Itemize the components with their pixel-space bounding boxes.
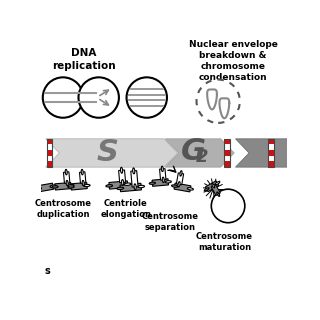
Ellipse shape xyxy=(82,180,84,186)
Text: Centrosome
maturation: Centrosome maturation xyxy=(196,232,253,252)
Polygon shape xyxy=(71,182,87,190)
Polygon shape xyxy=(46,139,178,167)
Ellipse shape xyxy=(204,188,209,191)
Ellipse shape xyxy=(215,181,220,185)
Ellipse shape xyxy=(121,167,123,173)
Ellipse shape xyxy=(36,188,42,190)
Ellipse shape xyxy=(180,171,182,176)
Text: DNA
replication: DNA replication xyxy=(52,48,116,71)
Polygon shape xyxy=(55,182,71,190)
Polygon shape xyxy=(109,181,128,189)
Ellipse shape xyxy=(124,183,131,185)
Text: S: S xyxy=(96,139,118,167)
Bar xyxy=(47,144,52,150)
Text: Nuclear envelope
breakdown &
chromosome
condensation: Nuclear envelope breakdown & chromosome … xyxy=(188,40,277,82)
Polygon shape xyxy=(152,179,169,186)
Polygon shape xyxy=(120,183,141,192)
Ellipse shape xyxy=(65,169,67,175)
Polygon shape xyxy=(131,171,138,187)
Ellipse shape xyxy=(66,180,68,186)
Bar xyxy=(47,139,52,167)
Ellipse shape xyxy=(172,185,178,187)
Bar xyxy=(47,156,52,162)
Circle shape xyxy=(78,77,119,118)
Polygon shape xyxy=(63,172,70,183)
Text: 2: 2 xyxy=(196,148,208,166)
Ellipse shape xyxy=(81,169,83,175)
Polygon shape xyxy=(236,139,292,167)
Bar xyxy=(268,144,274,150)
Ellipse shape xyxy=(187,188,193,190)
Bar xyxy=(224,162,229,167)
Circle shape xyxy=(211,189,245,223)
Bar xyxy=(268,139,274,167)
Bar xyxy=(268,139,274,144)
Ellipse shape xyxy=(134,184,136,190)
Text: Centrosome
duplication: Centrosome duplication xyxy=(35,198,92,219)
Text: G: G xyxy=(181,137,206,166)
Ellipse shape xyxy=(165,181,171,183)
Text: Centriole
elongation: Centriole elongation xyxy=(100,198,151,219)
Bar xyxy=(47,150,52,156)
Circle shape xyxy=(43,77,83,118)
Ellipse shape xyxy=(117,187,124,189)
Ellipse shape xyxy=(217,192,220,196)
Bar xyxy=(224,144,229,150)
Polygon shape xyxy=(176,173,184,185)
Ellipse shape xyxy=(50,185,56,188)
Bar xyxy=(47,139,52,144)
Ellipse shape xyxy=(68,184,74,187)
Ellipse shape xyxy=(212,183,215,188)
Text: Centrosome
separation: Centrosome separation xyxy=(142,212,199,232)
Polygon shape xyxy=(205,181,219,192)
Polygon shape xyxy=(165,139,234,167)
Ellipse shape xyxy=(162,177,164,183)
Ellipse shape xyxy=(106,185,113,187)
Ellipse shape xyxy=(149,182,156,184)
Text: s: s xyxy=(44,266,50,276)
Polygon shape xyxy=(38,183,53,192)
Bar xyxy=(224,156,229,162)
Ellipse shape xyxy=(84,184,90,187)
Ellipse shape xyxy=(133,168,135,174)
Bar xyxy=(268,150,274,156)
Ellipse shape xyxy=(178,182,180,187)
Bar xyxy=(224,139,229,144)
Ellipse shape xyxy=(138,185,145,188)
Bar xyxy=(224,150,229,156)
Bar xyxy=(47,162,52,167)
Bar xyxy=(224,139,229,167)
Bar xyxy=(268,156,274,162)
Polygon shape xyxy=(160,169,166,180)
Ellipse shape xyxy=(122,180,124,186)
Bar xyxy=(268,162,274,167)
Polygon shape xyxy=(174,183,191,192)
Ellipse shape xyxy=(52,186,58,188)
Ellipse shape xyxy=(161,166,163,172)
Circle shape xyxy=(196,80,240,123)
Polygon shape xyxy=(211,184,220,196)
Polygon shape xyxy=(79,172,86,183)
Polygon shape xyxy=(119,170,125,183)
Circle shape xyxy=(126,77,167,118)
Ellipse shape xyxy=(68,186,74,188)
